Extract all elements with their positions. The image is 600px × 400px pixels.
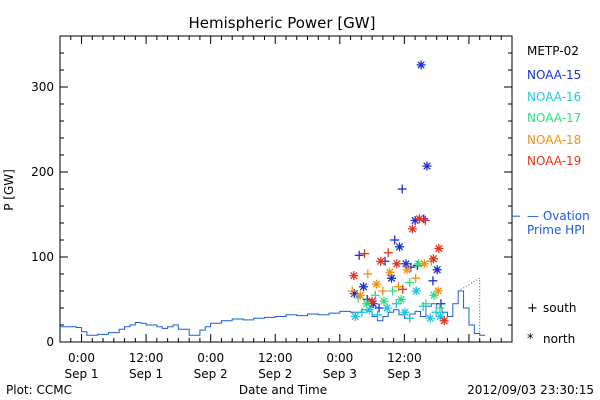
ovation-series-line	[60, 277, 486, 336]
point-noaa-18-south	[347, 286, 357, 296]
point-noaa-19-south	[383, 248, 393, 258]
point-noaa-17-south	[421, 299, 431, 309]
legend-entry-noaa-17: NOAA-17	[527, 111, 581, 125]
point-noaa-15-north	[432, 265, 442, 275]
y-axis-ticks: 0 100 200 300	[31, 35, 512, 349]
point-noaa-19-south	[420, 215, 430, 225]
point-noaa-15-south	[354, 250, 364, 260]
point-noaa-19-north	[439, 316, 449, 326]
point-noaa-17-north	[379, 296, 389, 306]
legend-entry-noaa-19: NOAA-19	[527, 154, 581, 168]
point-noaa-19-north	[367, 296, 377, 306]
point-noaa-16-north	[350, 312, 360, 321]
point-noaa-16-north	[400, 307, 410, 317]
ovation-dotted-line	[457, 277, 481, 336]
point-noaa-16-north	[382, 303, 392, 313]
point-noaa-18-south	[411, 273, 421, 283]
point-noaa-16-south	[357, 307, 367, 317]
point-noaa-18-north	[433, 286, 443, 296]
y-tick-label: 0	[46, 335, 54, 349]
legend-entry-noaa-16: NOAA-16	[527, 90, 581, 104]
point-noaa-16-north	[411, 286, 421, 296]
chart-title: Hemispheric Power [GW]	[189, 14, 376, 32]
point-noaa-18-south	[378, 286, 388, 296]
ovation-label-line-2: Prime HPI	[527, 223, 585, 237]
x-axis-label: Date and Time	[239, 383, 327, 397]
marker-label-south: south	[543, 301, 577, 315]
legend: METP-02 NOAA-15 NOAA-16 NOAA-17 NOAA-18 …	[527, 44, 581, 168]
point-noaa-16-south	[431, 307, 441, 317]
x-tick-time-label: 12:00	[387, 351, 422, 365]
point-noaa-19-north	[434, 244, 444, 253]
legend-entry-metp-02: METP-02	[527, 44, 579, 58]
x-axis-ticks: 0:00 Sep 1 12:00 Sep 1 0:00 Sep 2 12:00 Sep 2 0:…	[59, 36, 513, 381]
x-tick-date-label: Sep 1	[129, 367, 163, 381]
point-noaa-19-north	[376, 256, 386, 266]
point-noaa-15-south	[397, 184, 407, 194]
footer-timestamp: 2012/09/03 23:30:15	[467, 383, 594, 397]
x-tick-date-label: Sep 1	[64, 367, 98, 381]
point-noaa-19-north	[407, 224, 417, 234]
x-tick-date-label: Sep 2	[194, 367, 228, 381]
point-noaa-17-south	[435, 303, 445, 313]
point-noaa-15-south	[436, 299, 446, 309]
point-noaa-16-south	[391, 299, 401, 309]
marker-symbol-south: +	[527, 301, 538, 316]
point-noaa-19-south	[360, 249, 370, 259]
point-noaa-15-south	[374, 303, 384, 313]
point-noaa-16-south	[372, 310, 382, 320]
point-noaa-17-north	[396, 295, 406, 304]
legend-entry-noaa-15: NOAA-15	[527, 68, 581, 82]
marker-legend: + south * north	[527, 301, 577, 347]
point-noaa-15-north	[395, 242, 405, 252]
x-tick-date-label: Sep 2	[258, 367, 292, 381]
y-axis-label: P [GW]	[2, 169, 16, 211]
point-noaa-15-north	[416, 60, 426, 70]
point-noaa-15-south	[390, 235, 400, 245]
plot-frame	[59, 35, 513, 343]
point-noaa-19-north	[392, 259, 402, 269]
footer-plot-credit: Plot: CCMC	[6, 383, 72, 397]
x-tick-time-label: 12:00	[129, 351, 164, 365]
y-tick-label: 300	[31, 80, 54, 94]
point-noaa-18-north	[355, 290, 365, 300]
point-noaa-16-north	[425, 313, 435, 323]
point-noaa-19-north	[349, 271, 359, 281]
point-noaa-17-south	[405, 278, 415, 287]
x-tick-date-label: Sep 3	[387, 367, 421, 381]
y-tick-label: 100	[31, 250, 54, 264]
point-noaa-15-north	[386, 273, 396, 283]
point-noaa-15-north	[358, 282, 368, 292]
ovation-label-line-1: — Ovation	[527, 209, 590, 223]
point-noaa-17-south	[388, 286, 398, 296]
x-tick-time-label: 0:00	[197, 351, 224, 365]
satellite-points	[347, 60, 449, 326]
point-noaa-19-south	[398, 284, 408, 294]
ovation-label: — Ovation Prime HPI	[512, 209, 590, 237]
x-tick-date-label: Sep 3	[323, 367, 357, 381]
point-noaa-19-north	[428, 254, 438, 264]
point-noaa-16-south	[405, 313, 415, 323]
x-tick-time-label: 0:00	[68, 351, 95, 365]
y-tick-label: 200	[31, 165, 54, 179]
point-noaa-15-north	[422, 161, 432, 171]
point-noaa-18-north	[402, 265, 412, 275]
point-noaa-18-north	[371, 279, 381, 289]
point-noaa-19-north	[414, 214, 424, 224]
point-noaa-15-north	[401, 259, 411, 269]
point-noaa-18-north	[419, 259, 429, 269]
x-tick-time-label: 0:00	[326, 351, 353, 365]
point-noaa-15-south	[428, 276, 438, 286]
point-noaa-18-north	[385, 267, 395, 277]
legend-entry-noaa-18: NOAA-18	[527, 133, 581, 147]
ovation-hpi-line	[60, 290, 486, 336]
x-tick-time-label: 12:00	[258, 351, 293, 365]
marker-symbol-north: *	[527, 332, 534, 347]
point-noaa-18-south	[363, 269, 373, 279]
marker-label-north: north	[543, 332, 575, 346]
